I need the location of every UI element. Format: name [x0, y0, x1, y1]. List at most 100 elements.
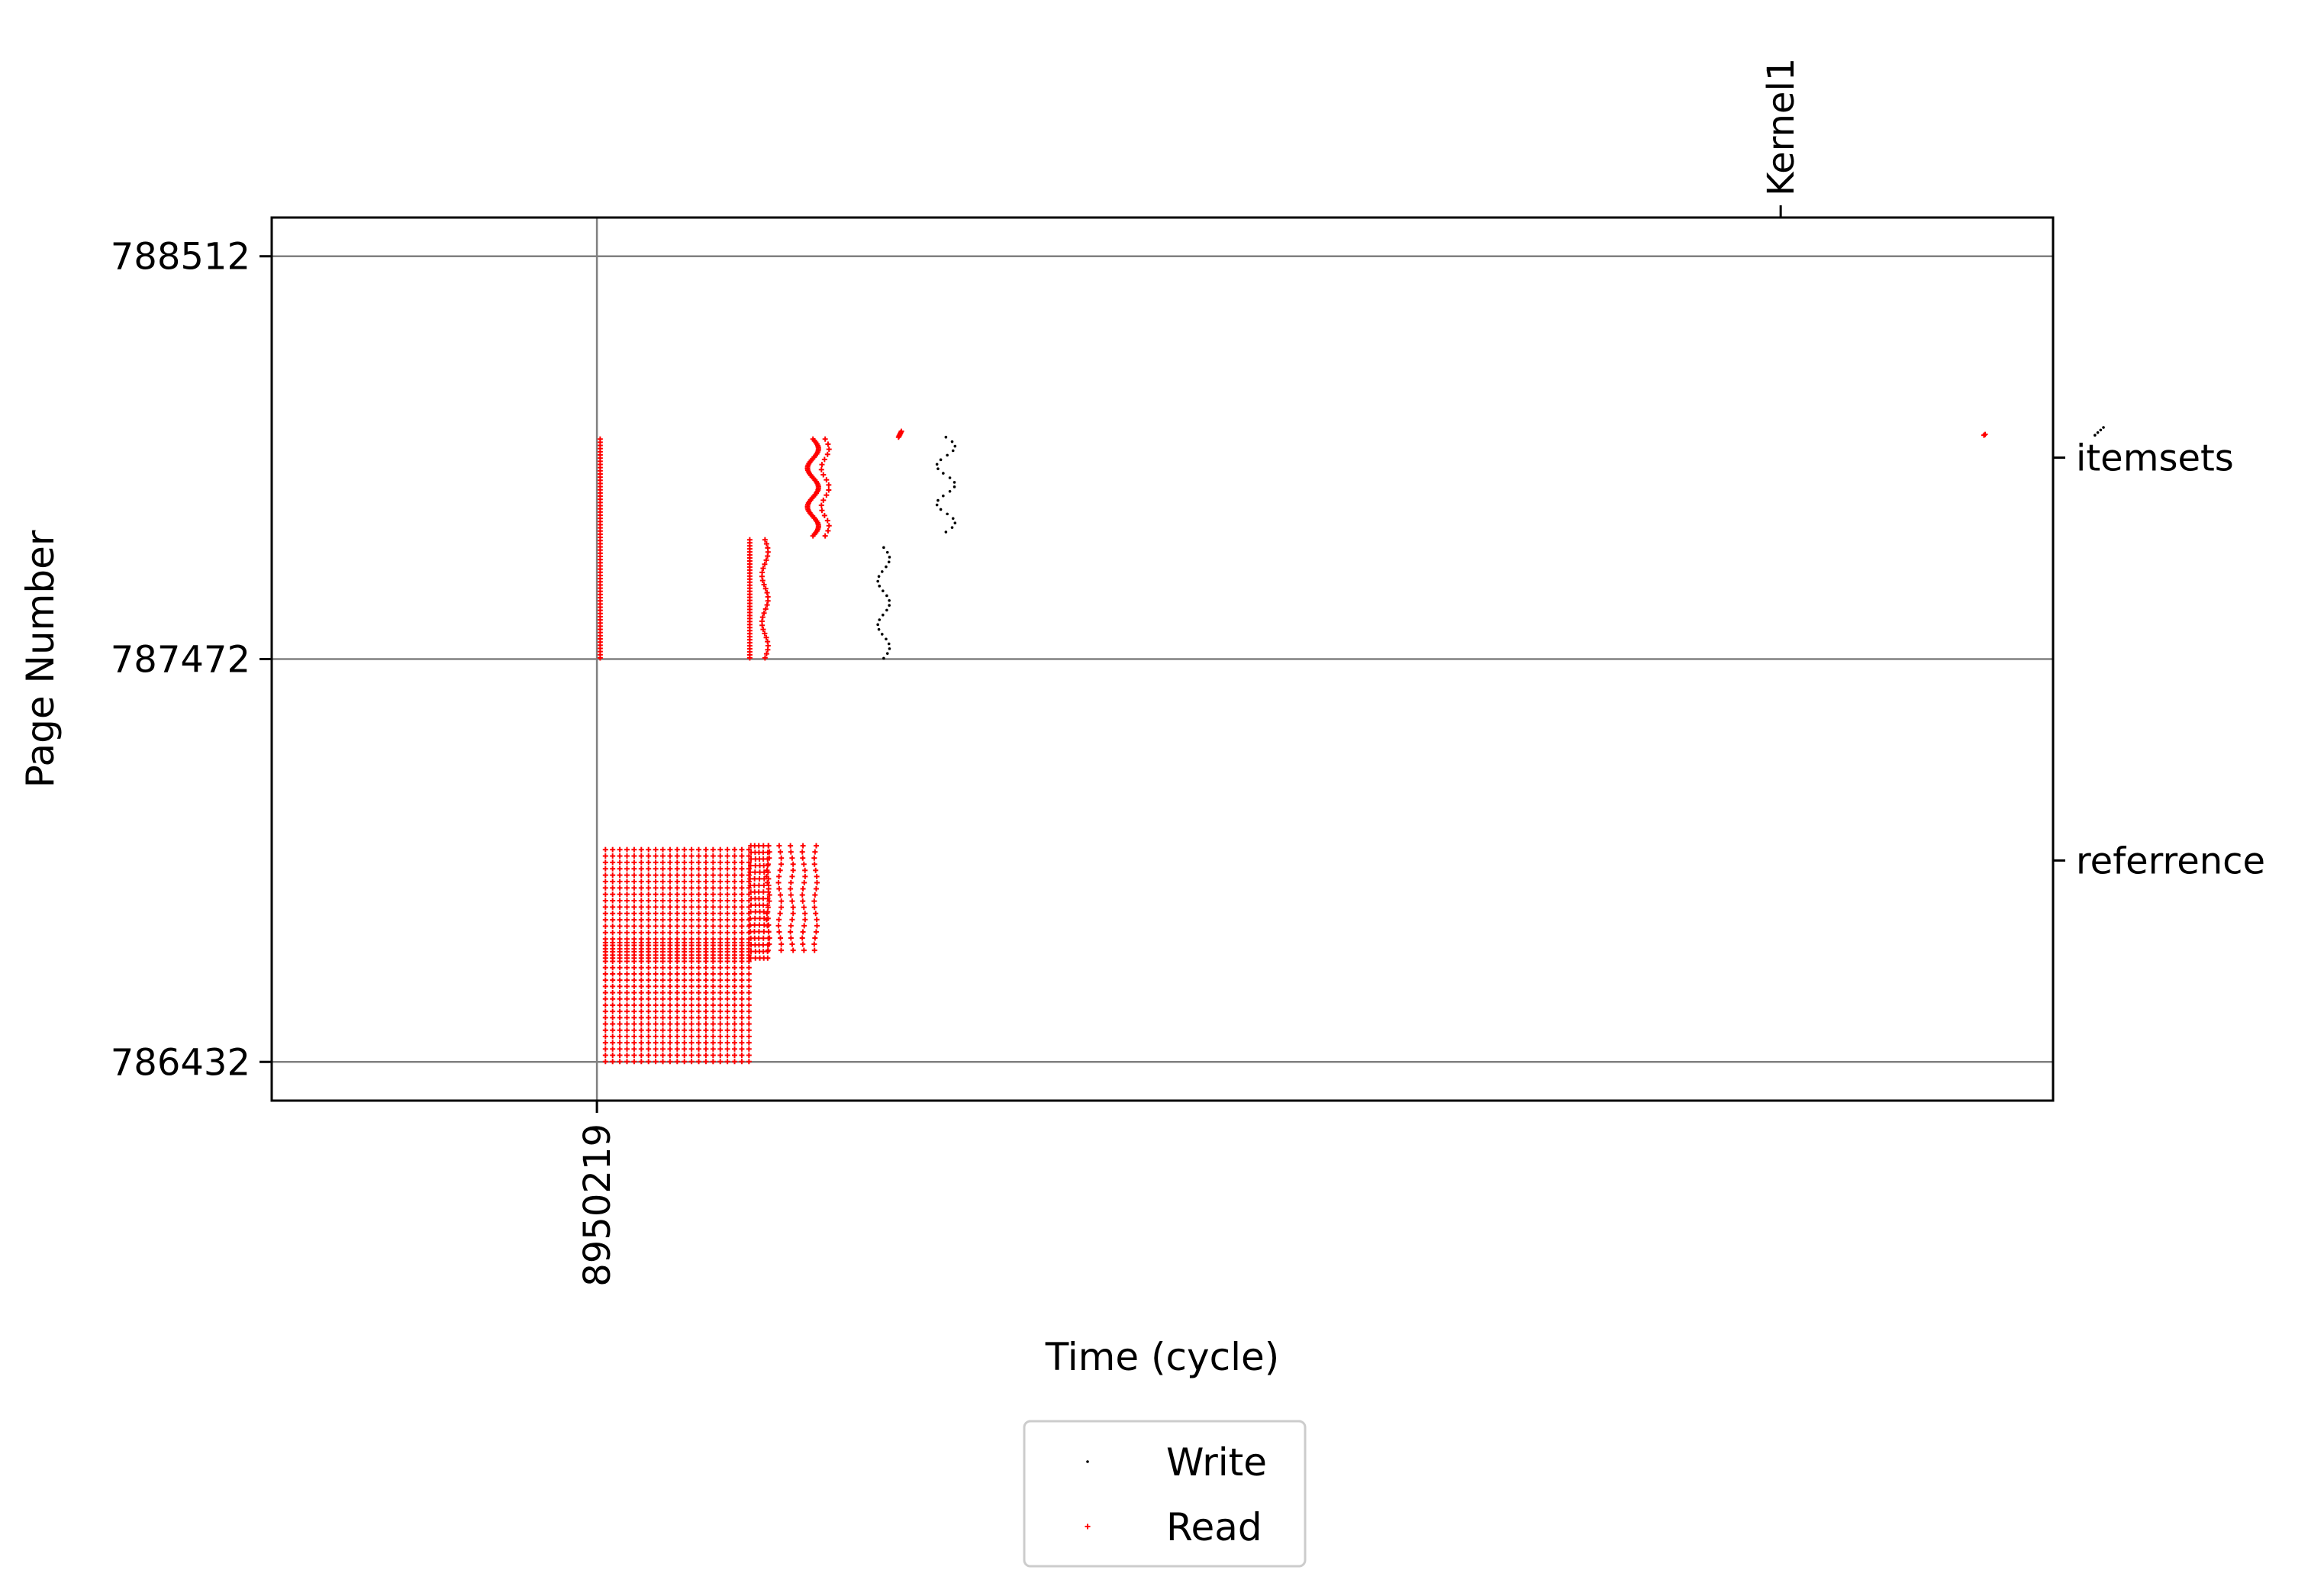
read-point [760, 942, 766, 948]
read-point [653, 949, 659, 955]
read-point [602, 936, 608, 942]
read-point [624, 898, 630, 904]
read-point [813, 929, 819, 935]
read-point [688, 1053, 695, 1059]
read-point [717, 1033, 724, 1040]
read-point [667, 1059, 673, 1065]
read-point [659, 1014, 666, 1020]
read-point [638, 872, 644, 879]
read-point [746, 846, 752, 853]
read-point [752, 869, 758, 875]
read-point [739, 943, 745, 949]
read-point [682, 1059, 688, 1065]
read-point [724, 885, 730, 891]
read-point [801, 947, 807, 953]
read-point [602, 904, 608, 910]
read-point [602, 977, 608, 983]
read-point [703, 1008, 709, 1014]
read-point [717, 846, 724, 853]
read-point [710, 1059, 716, 1065]
read-point [602, 859, 608, 866]
read-point [739, 990, 745, 996]
read-point [682, 983, 688, 989]
read-point [763, 541, 769, 547]
read-point [667, 965, 673, 971]
read-point [696, 866, 702, 872]
read-point [756, 843, 762, 849]
read-point [696, 898, 702, 904]
y-tick-label: 788512 [111, 236, 250, 279]
read-point [776, 843, 782, 849]
legend-read-marker [1085, 1523, 1091, 1530]
read-point [764, 879, 770, 885]
read-point [703, 885, 709, 891]
read-point [696, 1040, 702, 1046]
read-point [802, 873, 808, 879]
read-point [610, 923, 616, 929]
read-point [638, 1021, 644, 1027]
read-point [822, 533, 828, 539]
read-point [674, 917, 680, 923]
read-point [638, 879, 644, 885]
read-point [624, 923, 630, 929]
read-point [813, 843, 819, 849]
read-point [610, 930, 616, 936]
read-point [617, 1059, 623, 1065]
read-point [761, 929, 767, 935]
read-point [659, 971, 666, 977]
read-point [602, 911, 608, 917]
read-point [624, 1008, 630, 1014]
read-point [732, 943, 738, 949]
legend-box [1023, 1420, 1307, 1568]
read-point [674, 949, 680, 955]
read-point [739, 885, 745, 891]
read-point [703, 904, 709, 910]
read-point [624, 853, 630, 859]
read-point [766, 843, 772, 849]
read-point [646, 846, 652, 853]
read-point [760, 627, 766, 633]
read-point [653, 1027, 659, 1033]
read-point [624, 965, 630, 971]
read-point [610, 885, 616, 891]
read-point [667, 898, 673, 904]
right-axis-label-referrence: referrence [2076, 840, 2265, 882]
write-point [942, 494, 945, 498]
read-point [789, 855, 795, 861]
read-point [688, 971, 695, 977]
read-point [688, 853, 695, 859]
read-point [638, 853, 644, 859]
read-point [717, 977, 724, 983]
read-point [1982, 431, 1988, 437]
read-point [638, 1046, 644, 1052]
read-point [825, 527, 831, 534]
read-point [646, 936, 652, 942]
read-point [624, 971, 630, 977]
read-point [732, 879, 738, 885]
read-point [710, 885, 716, 891]
read-point [682, 1053, 688, 1059]
read-point [631, 1002, 637, 1008]
read-point [732, 859, 738, 866]
read-point [739, 983, 745, 989]
read-point [710, 904, 716, 910]
read-point [610, 853, 616, 859]
read-point [778, 904, 785, 911]
read-point [739, 1008, 745, 1014]
read-point [766, 935, 772, 941]
read-point [602, 943, 608, 949]
read-point [788, 935, 794, 941]
read-point [646, 872, 652, 879]
read-point [802, 917, 808, 923]
read-point [762, 606, 769, 612]
read-point [631, 1059, 637, 1065]
read-point [739, 1053, 745, 1059]
read-point [624, 872, 630, 879]
read-point [739, 866, 745, 872]
read-point [747, 955, 753, 961]
read-point [617, 943, 623, 949]
read-point [674, 1033, 680, 1040]
top-axis-label-Kernel1: Kernel1 [1760, 58, 1803, 196]
read-point [811, 898, 817, 904]
read-point [732, 936, 738, 942]
